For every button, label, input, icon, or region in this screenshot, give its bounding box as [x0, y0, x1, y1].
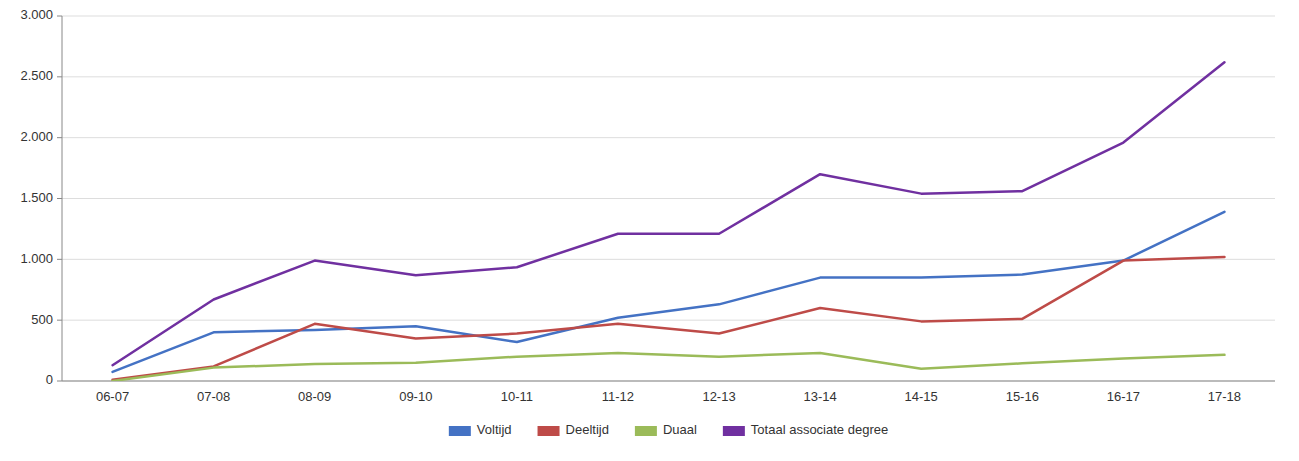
- y-tick-label: 2.000: [20, 129, 53, 144]
- axes: 0 500 1.000 1.500 2.000 2.500 3.000 06-07 07-08 0…: [20, 7, 1275, 404]
- legend-label: Deeltijd: [566, 422, 609, 437]
- x-tick-label: 11-12: [602, 389, 634, 404]
- series-line: [113, 212, 1225, 372]
- legend-item: Deeltijd: [538, 422, 609, 437]
- y-tick-label: 1.000: [20, 251, 53, 266]
- series-line: [113, 62, 1225, 365]
- x-tick-label: 17-18: [1208, 389, 1241, 404]
- y-tick: [57, 76, 62, 77]
- grid-line: [62, 198, 1275, 199]
- y-tick: [57, 320, 62, 321]
- series-lines: [113, 62, 1225, 381]
- y-tick-label: 0: [46, 372, 53, 387]
- y-tick-label: 500: [31, 312, 53, 327]
- y-tick: [57, 198, 62, 199]
- grid-line: [62, 320, 1275, 321]
- x-axis-line: [62, 381, 1275, 382]
- legend: Voltijd Deeltijd Duaal Totaal associate deg…: [449, 422, 888, 437]
- legend-label: Voltijd: [477, 422, 512, 437]
- x-tick-label: 16-17: [1107, 389, 1140, 404]
- series-line: [113, 353, 1225, 381]
- y-tick: [57, 381, 62, 382]
- y-tick: [57, 16, 62, 17]
- y-tick-label: 2.500: [20, 68, 53, 83]
- grid-line: [62, 76, 1275, 77]
- legend-label: Totaal associate degree: [751, 422, 888, 437]
- x-tick-label: 07-08: [197, 389, 230, 404]
- y-tick: [57, 259, 62, 260]
- x-tick-label: 06-07: [96, 389, 129, 404]
- legend-swatch: [449, 426, 471, 436]
- x-tick-label: 09-10: [399, 389, 432, 404]
- legend-swatch: [723, 426, 745, 436]
- y-tick: [57, 137, 62, 138]
- legend-label: Duaal: [663, 422, 697, 437]
- y-tick-label: 1.500: [20, 190, 53, 205]
- x-tick-label: 14-15: [905, 389, 938, 404]
- grid-line: [62, 16, 1275, 17]
- x-tick-label: 12-13: [702, 389, 735, 404]
- x-tick-label: 08-09: [298, 389, 331, 404]
- legend-item: Totaal associate degree: [723, 422, 888, 437]
- legend-swatch: [538, 426, 560, 436]
- grid-line: [62, 137, 1275, 138]
- y-axis-line: [62, 16, 63, 381]
- x-tick-label: 15-16: [1006, 389, 1039, 404]
- legend-item: Duaal: [635, 422, 697, 437]
- y-tick-label: 3.000: [20, 7, 53, 22]
- legend-item: Voltijd: [449, 422, 512, 437]
- x-tick-label: 10-11: [501, 389, 533, 404]
- grid: [62, 16, 1275, 381]
- grid-line: [62, 259, 1275, 260]
- chart: 0 500 1.000 1.500 2.000 2.500 3.000 06-07 07-08 0…: [0, 0, 1299, 461]
- grid-line: [62, 381, 1275, 382]
- x-tick-label: 13-14: [804, 389, 837, 404]
- legend-swatch: [635, 426, 657, 436]
